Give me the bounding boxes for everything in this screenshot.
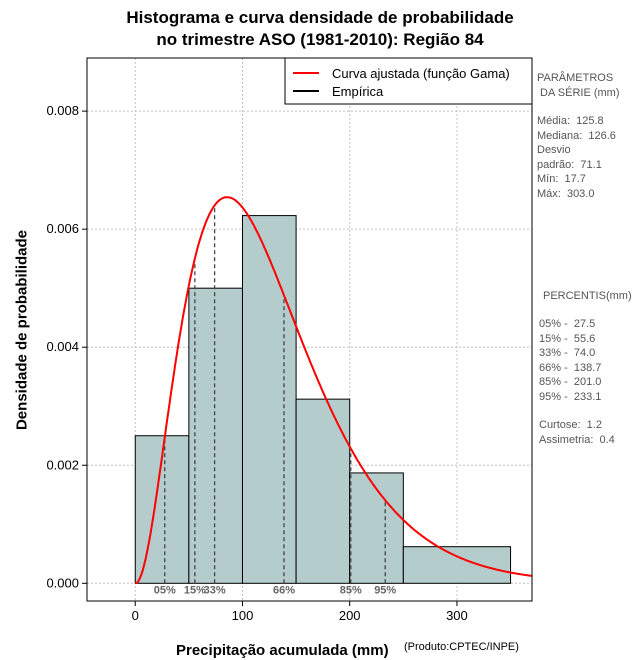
percentis-title: PERCENTIS(mm): [543, 290, 632, 302]
histogram-bar: [241, 215, 297, 584]
x-tick-label: 300: [446, 608, 468, 623]
shape-stats: Curtose: 1.2 Assimetria: 0.4: [539, 419, 615, 446]
chart-title-line2: no trimestre ASO (1981-2010): Região 84: [156, 30, 484, 49]
percentile-label: 95%: [374, 584, 396, 596]
x-axis-label: Precipitação acumulada (mm): [176, 642, 389, 659]
histogram-bar: [295, 398, 351, 584]
y-tick-label: 0.008: [46, 103, 79, 118]
x-tick-label: 100: [232, 608, 254, 623]
y-axis-label: Densidade de probabilidade: [13, 229, 31, 431]
percentile-label: 33%: [204, 584, 226, 596]
product-credit: (Produto:CPTEC/INPE): [404, 641, 519, 653]
gamma-curve: [135, 196, 533, 585]
percentile-label: 05%: [154, 584, 176, 596]
legend-box: [284, 57, 533, 105]
x-tick-label: 0: [132, 608, 139, 623]
percentile-label: 66%: [273, 584, 295, 596]
percentile-label: 15%: [184, 584, 206, 596]
chart-title-line1: Histograma e curva densidade de probabil…: [126, 8, 514, 27]
histogram-bar: [349, 472, 404, 584]
legend-label: Curva ajustada (função Gama): [332, 66, 510, 81]
percentile-label: 85%: [340, 584, 362, 596]
histogram-bar: [402, 546, 512, 584]
y-tick-label: 0.002: [46, 457, 79, 472]
series-stats: Média: 125.8 Mediana: 126.6 Desvio padrã…: [537, 115, 616, 200]
percentis-values: 05% - 27.5 15% - 55.6 33% - 74.0 66% - 1…: [539, 318, 602, 403]
histogram-bar: [188, 287, 243, 584]
legend-label: Empírica: [332, 84, 384, 99]
y-tick-label: 0.000: [46, 575, 79, 590]
y-tick-label: 0.004: [46, 339, 79, 354]
x-tick-label: 200: [339, 608, 361, 623]
y-tick-label: 0.006: [46, 221, 79, 236]
params-title: PARÂMETROS DA SÉRIE (mm): [537, 72, 620, 99]
